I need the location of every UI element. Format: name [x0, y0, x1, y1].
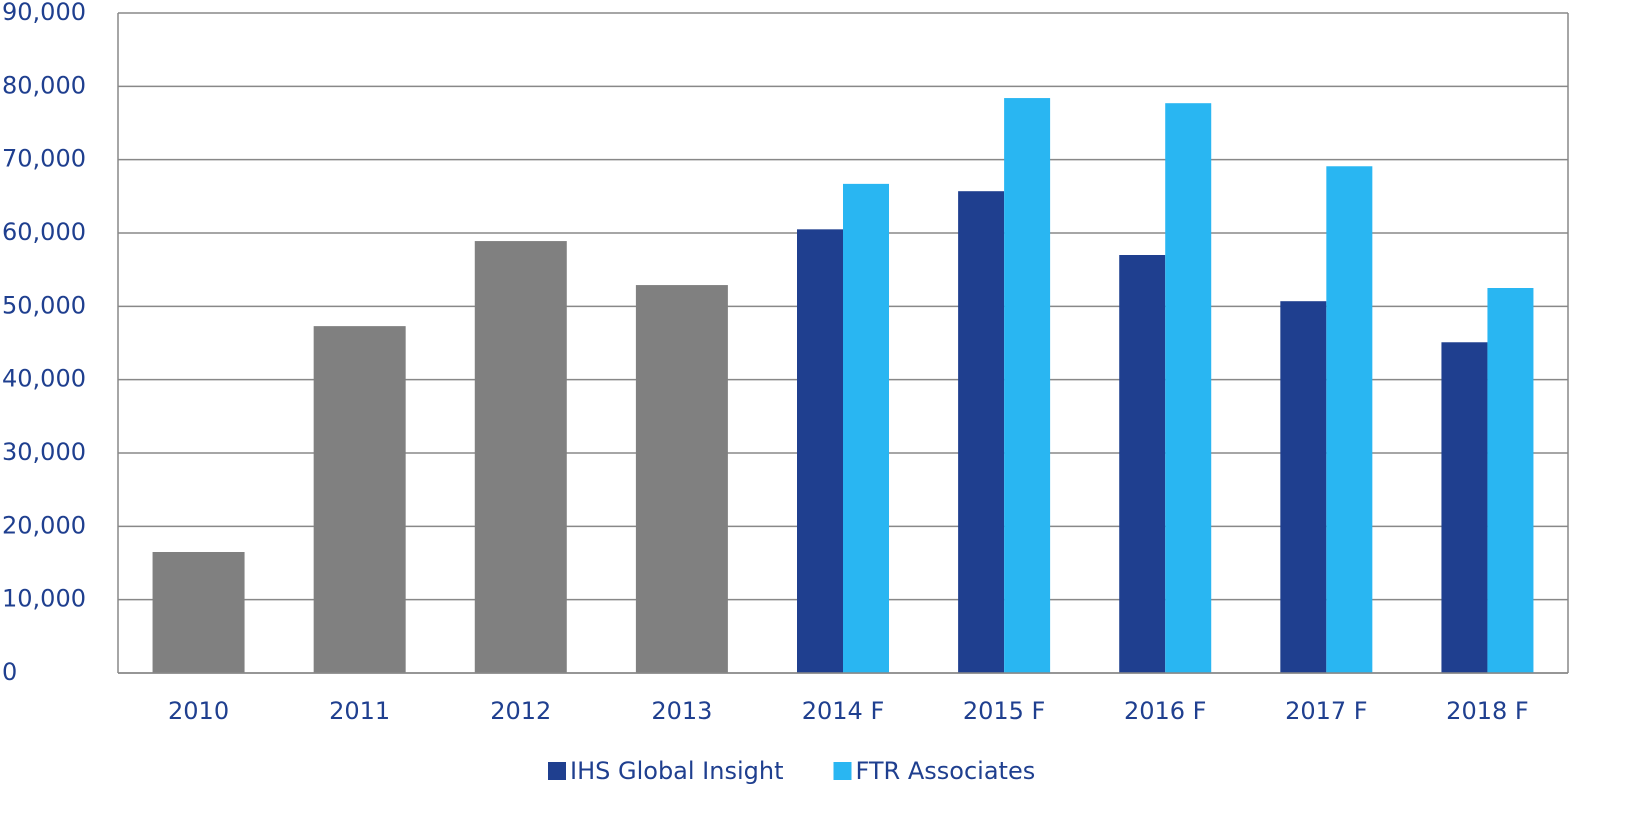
y-tick-label: 70,000	[2, 145, 86, 173]
bar	[152, 552, 245, 673]
legend-label: IHS Global Insight	[570, 757, 784, 785]
bar	[797, 229, 843, 674]
bar	[843, 183, 889, 673]
y-tick-label: 30,000	[2, 438, 86, 466]
y-tick-label: 80,000	[2, 71, 86, 99]
bar	[635, 285, 728, 673]
x-tick-label: 2016 F	[1124, 697, 1207, 725]
x-tick-label: 2017 F	[1285, 697, 1368, 725]
x-tick-label: 2014 F	[802, 697, 885, 725]
x-tick-label: 2015 F	[963, 697, 1046, 725]
bar	[1326, 166, 1373, 673]
bar	[313, 326, 406, 673]
x-tick-label: 2013	[651, 697, 712, 725]
y-tick-label: 20,000	[2, 511, 86, 539]
bar	[1119, 255, 1166, 673]
x-tick-label: 2018 F	[1446, 697, 1529, 725]
x-tick-label: 2010	[168, 697, 229, 725]
bar	[1004, 98, 1051, 674]
bar	[1441, 342, 1488, 673]
bar	[1165, 103, 1212, 673]
bar	[958, 191, 1005, 673]
y-tick-label: 10,000	[2, 585, 86, 613]
legend-label: FTR Associates	[856, 757, 1036, 785]
bar	[1487, 288, 1534, 673]
bar	[1280, 301, 1327, 673]
x-tick-label: 2012	[490, 697, 551, 725]
legend-swatch	[833, 762, 852, 780]
y-tick-label: 40,000	[2, 365, 86, 393]
y-tick-label: 0	[2, 658, 17, 686]
y-tick-label: 90,000	[2, 0, 86, 26]
legend-swatch	[548, 762, 566, 780]
y-tick-label: 50,000	[2, 291, 86, 319]
y-tick-label: 60,000	[2, 218, 86, 246]
x-tick-label: 2011	[329, 697, 390, 725]
bar	[474, 241, 567, 674]
